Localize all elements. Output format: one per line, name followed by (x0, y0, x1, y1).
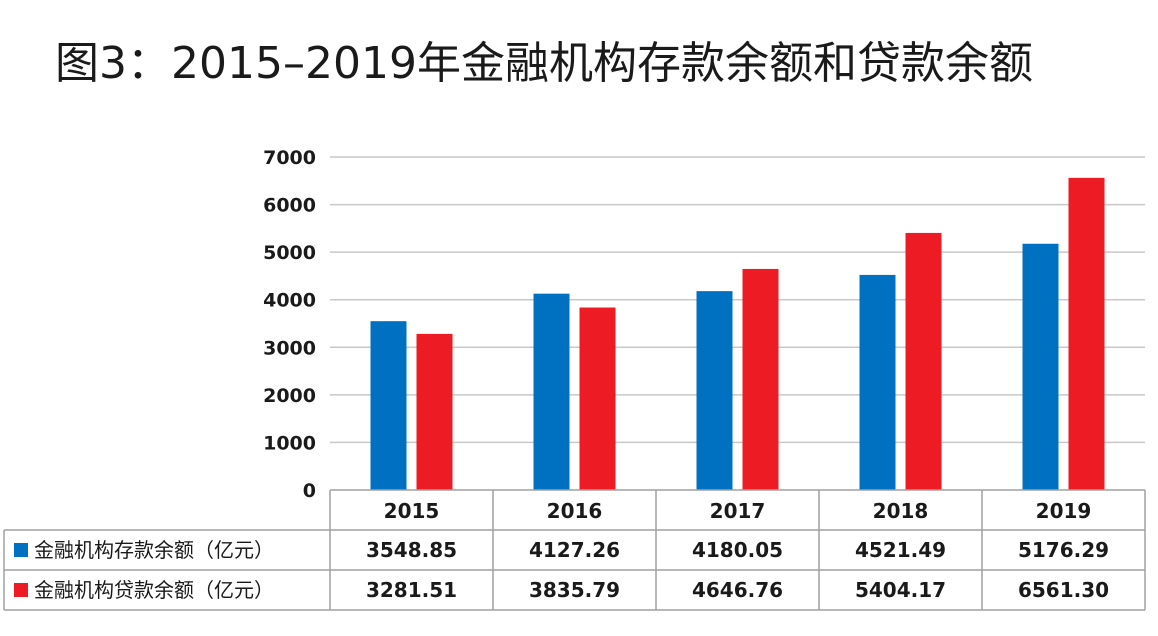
data-value-label: 4521.49 (855, 538, 946, 562)
bar-series-2-2018 (905, 232, 942, 491)
data-value-label: 5404.17 (855, 578, 946, 602)
y-tick-label: 0 (303, 480, 316, 502)
category-label: 2019 (1036, 499, 1092, 523)
data-value-label: 4127.26 (529, 538, 620, 562)
bar-series-1-2018 (859, 274, 896, 490)
category-label: 2015 (384, 499, 440, 523)
y-axis-ticks: 0 1000 2000 3000 4000 5000 6000 7000 (263, 147, 316, 502)
y-tick-label: 1000 (263, 432, 316, 454)
bar-series-1-2015 (370, 321, 407, 490)
chart-title: 图3：2015–2019年金融机构存款余额和贷款余额 (55, 38, 1033, 89)
data-value-label: 4180.05 (692, 538, 783, 562)
y-tick-label: 5000 (263, 242, 316, 264)
data-value-label: 5176.29 (1018, 538, 1109, 562)
series-name: 金融机构贷款余额（亿元） (34, 578, 274, 602)
data-table: 2015 2016 2017 2018 2019 金融机构存款余额（亿元） 3548.85 4… (3, 489, 1146, 611)
bar-series-2-2015 (416, 333, 453, 490)
series-name: 金融机构存款余额（亿元） (34, 538, 274, 562)
bar-series-2-2016 (579, 307, 616, 490)
y-tick-label: 7000 (263, 147, 316, 169)
category-label: 2018 (873, 499, 929, 523)
data-value-label: 4646.76 (692, 578, 783, 602)
legend-swatch-series-1 (14, 543, 28, 557)
category-label: 2017 (710, 499, 766, 523)
data-value-label: 3835.79 (529, 578, 620, 602)
data-value-label: 3281.51 (366, 578, 457, 602)
legend-swatch-series-2 (14, 583, 28, 597)
bar-series-2-2017 (742, 268, 779, 490)
bar-series-1-2016 (533, 293, 570, 490)
data-value-label: 3548.85 (366, 538, 457, 562)
data-value-label: 6561.30 (1018, 578, 1109, 602)
y-tick-label: 2000 (263, 385, 316, 407)
y-tick-label: 4000 (263, 290, 316, 312)
y-tick-label: 6000 (263, 195, 316, 217)
y-tick-label: 3000 (263, 337, 316, 359)
bar-series-2-2019 (1068, 177, 1105, 491)
bars (370, 177, 1105, 491)
bar-series-1-2017 (696, 291, 733, 490)
grid-lines (330, 156, 1145, 444)
bar-series-1-2019 (1022, 243, 1059, 490)
category-label: 2016 (547, 499, 603, 523)
